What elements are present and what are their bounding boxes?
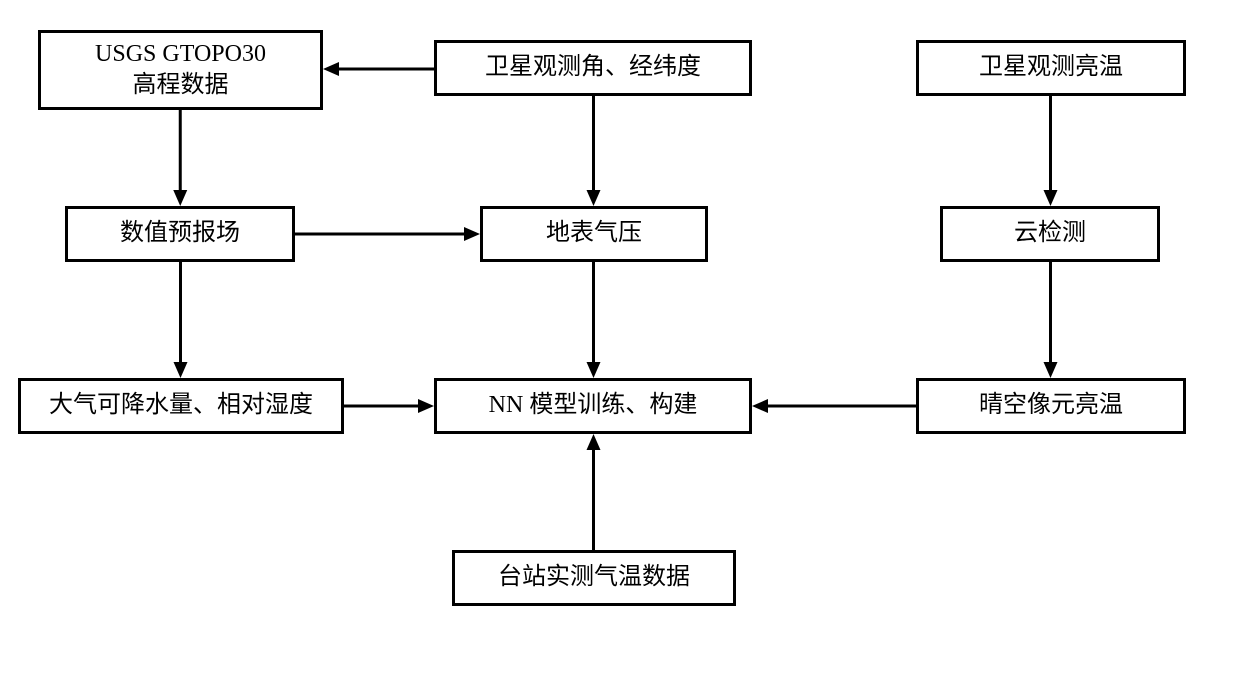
node-nn-model-training: NN 模型训练、构建	[434, 378, 752, 434]
node-clear-sky-pixel-bt: 晴空像元亮温	[916, 378, 1186, 434]
node-usgs-elevation: USGS GTOPO30高程数据	[38, 30, 323, 110]
node-label: 数值预报场	[120, 218, 240, 249]
node-label: USGS GTOPO30高程数据	[95, 39, 266, 101]
node-label: 晴空像元亮温	[979, 390, 1123, 421]
node-label: NN 模型训练、构建	[489, 390, 698, 421]
node-label: 地表气压	[546, 218, 642, 249]
node-satellite-angle-latlon: 卫星观测角、经纬度	[434, 40, 752, 96]
node-label: 卫星观测角、经纬度	[485, 52, 701, 83]
node-satellite-brightness-temp: 卫星观测亮温	[916, 40, 1186, 96]
node-surface-pressure: 地表气压	[480, 206, 708, 262]
flowchart-canvas: USGS GTOPO30高程数据 卫星观测角、经纬度 卫星观测亮温 数值预报场 …	[0, 0, 1240, 698]
node-numerical-forecast: 数值预报场	[65, 206, 295, 262]
node-precipitable-water-humidity: 大气可降水量、相对湿度	[18, 378, 344, 434]
node-station-measured-temp: 台站实测气温数据	[452, 550, 736, 606]
node-label: 云检测	[1014, 218, 1086, 249]
node-cloud-detection: 云检测	[940, 206, 1160, 262]
node-label: 台站实测气温数据	[498, 562, 690, 593]
node-label: 卫星观测亮温	[979, 52, 1123, 83]
node-label: 大气可降水量、相对湿度	[49, 390, 313, 421]
